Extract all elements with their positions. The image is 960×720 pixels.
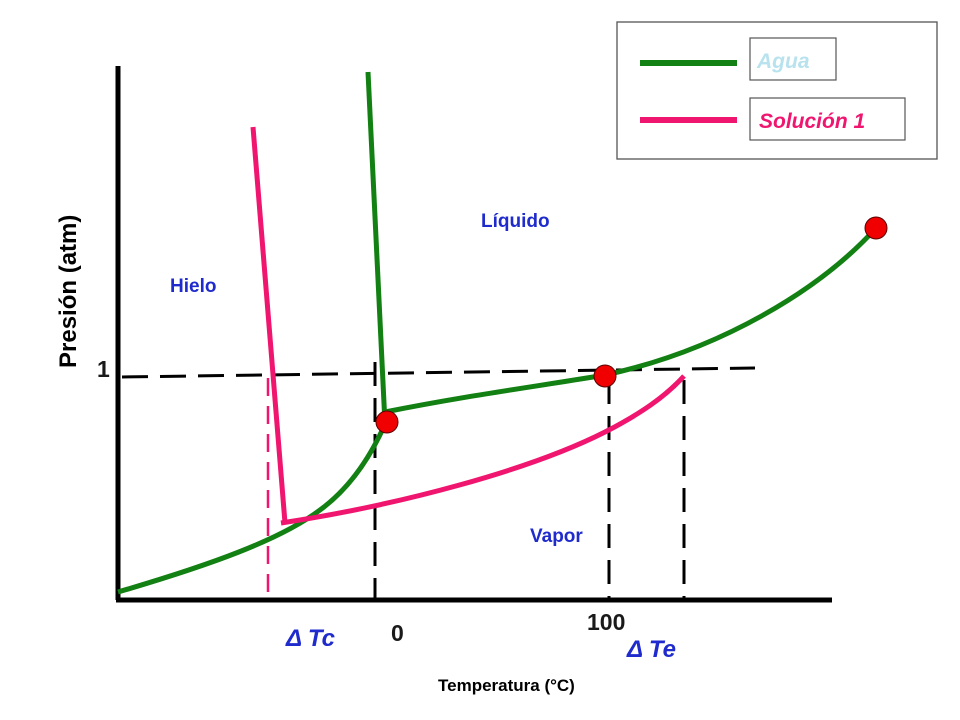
legend-solution-box [749, 97, 906, 141]
boiling-point-marker [593, 364, 617, 388]
water-vaporization-curve [384, 226, 878, 415]
region-label-vapor: Vapor [530, 526, 583, 547]
legend-water-box [749, 37, 837, 81]
region-label-liquid: Líquido [481, 211, 550, 232]
solution-vaporization-curve [280, 374, 686, 526]
water-sublimation-curve [117, 422, 388, 595]
x-axis-title: Temperatura (°C) [438, 676, 575, 695]
critical-point-marker [864, 216, 888, 240]
triple-point-marker [375, 410, 399, 434]
temperature-tick-100: 100 [587, 609, 625, 635]
pressure-tick-1: 1 [97, 356, 110, 382]
region-label-ice: Hielo [170, 276, 216, 297]
delta-te-label: Δ Te [626, 636, 676, 663]
one-atm-dashed-line [121, 366, 756, 379]
delta-tc-label: Δ Tc [285, 625, 335, 652]
y-axis-title: Presión (atm) [55, 215, 82, 368]
solution-fusion-curve [250, 126, 288, 524]
legend-solution-label: Solución 1 [759, 110, 865, 133]
temperature-tick-0: 0 [391, 620, 404, 646]
legend-water-label: Agua [756, 50, 810, 73]
legend: Agua Solución 1 [616, 21, 938, 160]
water-fusion-curve [365, 71, 388, 425]
